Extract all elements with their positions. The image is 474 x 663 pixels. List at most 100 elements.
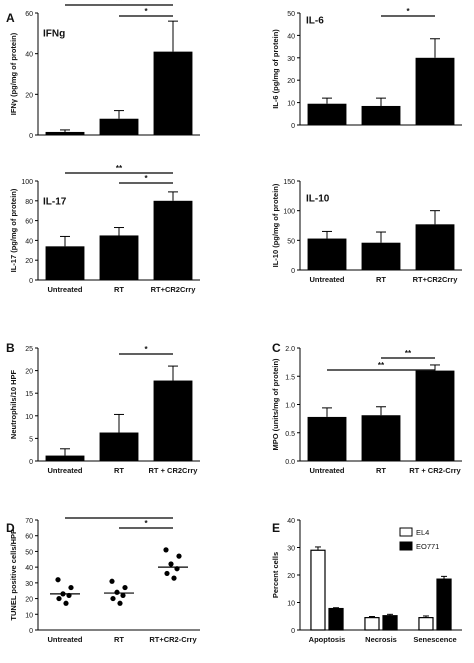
panel-letter: C	[272, 341, 281, 355]
y-axis-label: IFNγ (pg/mg of protein)	[9, 32, 18, 115]
panel-letter: A	[6, 11, 15, 25]
bar	[418, 617, 434, 631]
y-tick-label: 5	[29, 436, 33, 443]
data-point	[56, 595, 62, 602]
x-tick-label: RT	[376, 466, 386, 475]
y-tick-label: 50	[25, 549, 33, 556]
y-tick-label: 20	[25, 92, 33, 99]
y-axis-label: Neutrophils/10 HPF	[9, 369, 18, 439]
y-tick-label: 50	[287, 11, 295, 18]
chart-title: IL-10	[306, 193, 330, 204]
significance-label: *	[144, 345, 148, 354]
bar	[45, 131, 85, 135]
bar	[328, 607, 344, 631]
bar	[436, 578, 452, 631]
y-tick-label: 20	[287, 573, 295, 580]
y-tick-label: 60	[25, 11, 33, 18]
y-tick-label: 50	[287, 238, 295, 245]
chart-title: IL-6	[306, 15, 324, 26]
y-tick-label: 30	[25, 581, 33, 588]
x-tick-label: RT+CR2Crry	[413, 275, 459, 284]
y-axis-label: MPO (units/mg of protein)	[271, 358, 280, 451]
x-tick-label: RT	[114, 635, 124, 644]
x-tick-label: RT + CR2-Crry	[409, 466, 461, 475]
y-tick-label: 80	[25, 199, 33, 206]
y-tick-label: 150	[283, 179, 295, 186]
bar	[99, 118, 139, 135]
y-tick-label: 0	[291, 628, 295, 635]
y-tick-label: 60	[25, 534, 33, 541]
y-tick-label: 40	[287, 518, 295, 525]
data-point	[171, 575, 177, 581]
legend-swatch	[399, 541, 413, 551]
panel-letter: B	[6, 341, 15, 355]
y-tick-label: 25	[25, 346, 33, 353]
bar	[382, 615, 398, 631]
y-tick-label: 30	[287, 546, 295, 553]
data-point	[164, 570, 170, 577]
data-point	[109, 578, 115, 584]
y-tick-label: 0	[29, 628, 33, 635]
bar	[153, 380, 193, 461]
x-tick-label: RT	[114, 285, 124, 294]
bar	[153, 200, 193, 280]
data-point	[122, 584, 128, 591]
significance-label: **	[116, 0, 123, 5]
data-point	[63, 600, 69, 606]
y-tick-label: 40	[25, 565, 33, 572]
y-axis-label: IL-6 (pg/mg of protein)	[271, 29, 280, 109]
y-tick-label: 0	[29, 278, 33, 285]
data-point	[168, 561, 174, 567]
y-tick-label: 100	[21, 179, 33, 186]
legend-swatch	[399, 527, 413, 537]
significance-label: **	[116, 164, 123, 173]
y-tick-label: 10	[287, 601, 295, 608]
y-axis-label: IL-10 (pg/mg of protein)	[271, 183, 280, 267]
bar	[415, 370, 455, 461]
y-tick-label: 0	[29, 133, 33, 140]
bar	[415, 57, 455, 125]
y-axis-label: Percent cells	[271, 552, 280, 598]
x-tick-label: Senescence	[413, 635, 456, 644]
x-tick-label: Apoptosis	[309, 635, 346, 644]
y-tick-label: 40	[287, 33, 295, 40]
panel-letter: E	[272, 521, 280, 535]
x-tick-label: RT+CR2-Crry	[149, 635, 197, 644]
data-point	[110, 595, 116, 602]
significance-label: **	[405, 349, 412, 358]
y-axis-label: TUNEL positive cells/HPF	[9, 529, 18, 621]
x-tick-label: RT + CR2Crry	[149, 466, 199, 475]
y-tick-label: 30	[287, 56, 295, 63]
significance-label: *	[144, 519, 148, 528]
y-tick-label: 20	[25, 597, 33, 604]
y-tick-label: 40	[25, 52, 33, 59]
y-tick-label: 20	[25, 258, 33, 265]
y-tick-label: 20	[287, 78, 295, 85]
y-tick-label: 1.5	[285, 374, 295, 381]
bar	[307, 416, 347, 461]
y-tick-label: 2.0	[285, 346, 295, 353]
x-tick-label: Untreated	[47, 466, 82, 475]
bar	[361, 242, 401, 270]
bar	[361, 415, 401, 461]
y-tick-label: 1.0	[285, 403, 295, 410]
significance-label: **	[378, 361, 385, 370]
y-tick-label: 0.0	[285, 459, 295, 466]
bar	[307, 238, 347, 270]
x-tick-label: Untreated	[309, 466, 344, 475]
data-point	[163, 547, 169, 553]
x-tick-label: Untreated	[47, 285, 82, 294]
x-tick-label: Untreated	[47, 635, 82, 644]
legend-label: EL4	[416, 528, 429, 537]
y-tick-label: 0.5	[285, 431, 295, 438]
y-tick-label: 100	[283, 209, 295, 216]
y-tick-label: 10	[287, 101, 295, 108]
x-tick-label: Untreated	[309, 275, 344, 284]
bar	[153, 51, 193, 136]
significance-label: *	[406, 7, 410, 16]
x-tick-label: RT+CR2Crry	[151, 285, 197, 294]
y-tick-label: 0	[291, 123, 295, 130]
bar	[310, 549, 326, 631]
x-tick-label: Necrosis	[365, 635, 397, 644]
data-point	[55, 577, 61, 583]
